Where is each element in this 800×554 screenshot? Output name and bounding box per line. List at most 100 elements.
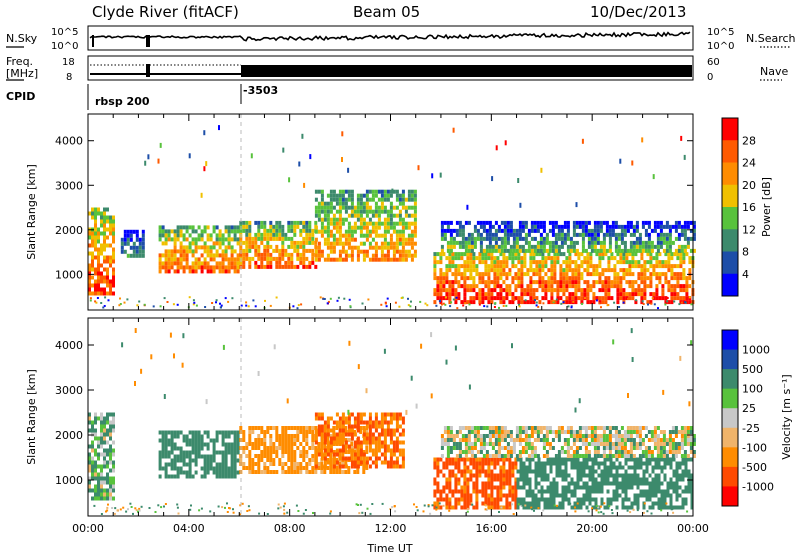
echo-cell-r5 bbox=[681, 477, 685, 482]
echo-cell-r3 bbox=[245, 240, 249, 245]
echo-cell-r6 bbox=[665, 240, 669, 245]
echo-cell-r6 bbox=[473, 438, 477, 442]
echo-cell-r0 bbox=[103, 452, 106, 457]
echo-cell-r4 bbox=[499, 465, 503, 470]
echo-cell-r5 bbox=[651, 469, 655, 474]
echo-cell-r5 bbox=[643, 280, 647, 285]
echo-cell-r6 bbox=[554, 220, 558, 225]
echo-cell-r6 bbox=[518, 224, 522, 229]
echo-cell-r5 bbox=[448, 252, 452, 257]
echo-cell-r5 bbox=[642, 493, 646, 498]
echo-cell-r2 bbox=[281, 470, 285, 474]
echo-cell-r6 bbox=[608, 248, 612, 253]
echo-cell-r3 bbox=[254, 220, 258, 225]
echo-cell-r5 bbox=[516, 497, 520, 502]
echo-cell-r5 bbox=[682, 296, 686, 301]
echo-cell-r5 bbox=[670, 272, 674, 277]
echo-cell-r3 bbox=[323, 456, 327, 461]
echo-cell-r5 bbox=[663, 489, 667, 494]
echo-cell-r6 bbox=[653, 430, 657, 434]
echo-cell-r5 bbox=[618, 465, 622, 470]
echo-cell-r6 bbox=[464, 454, 468, 458]
echo-cell-r1 bbox=[227, 442, 231, 447]
echo-cell-r1 bbox=[233, 466, 237, 471]
echo-cell-r5 bbox=[487, 292, 491, 297]
echo-cell-r0 bbox=[88, 211, 91, 216]
echo-cell-r3 bbox=[398, 416, 402, 421]
echo-cell-r5 bbox=[499, 288, 503, 293]
echo-cell-r6 bbox=[602, 454, 606, 458]
echo-cell-r1 bbox=[170, 442, 174, 447]
echo-cell-r6 bbox=[467, 450, 471, 454]
echo-cell-r6 bbox=[536, 430, 540, 434]
echo-cell-r6 bbox=[629, 240, 633, 245]
echo-cell-r1 bbox=[120, 249, 124, 254]
echo-cell-r4 bbox=[451, 469, 455, 474]
noise-cell bbox=[119, 297, 121, 300]
echo-cell-r2 bbox=[269, 442, 273, 446]
echo-cell-r3 bbox=[383, 432, 387, 437]
echo-cell-r4 bbox=[368, 217, 372, 222]
echo-cell-r4 bbox=[401, 257, 405, 262]
noise-cell bbox=[224, 297, 227, 300]
echo-cell-r0 bbox=[94, 452, 97, 457]
echo-cell-r0 bbox=[94, 428, 97, 433]
echo-cell-r5 bbox=[678, 485, 682, 490]
echo-cell-r3 bbox=[305, 236, 309, 241]
echo-cell-r0 bbox=[109, 424, 112, 429]
echo-cell-r1 bbox=[236, 458, 240, 463]
echo-cell-r0 bbox=[91, 464, 94, 469]
echo-cell-r6 bbox=[554, 224, 558, 229]
echo-cell-r5 bbox=[600, 461, 604, 466]
echo-cell-r5 bbox=[544, 264, 548, 269]
echo-cell-r2 bbox=[197, 257, 201, 262]
echo-cell-r6 bbox=[608, 446, 612, 450]
echo-cell-r6 bbox=[464, 248, 468, 253]
echo-cell-r3 bbox=[263, 244, 267, 249]
noise-cell bbox=[410, 300, 412, 303]
echo-cell-r4 bbox=[371, 209, 375, 214]
echo-cell-r5 bbox=[451, 260, 455, 265]
echo-cell-r5 bbox=[640, 288, 644, 293]
echo-cell-r0 bbox=[91, 444, 94, 449]
echo-cell-r3 bbox=[308, 220, 312, 225]
echo-cell-r5 bbox=[526, 272, 530, 277]
echo-cell-r5 bbox=[556, 288, 560, 293]
echo-cell-r4 bbox=[481, 465, 485, 470]
echo-cell-r0 bbox=[106, 215, 109, 220]
echo-cell-r3 bbox=[347, 456, 351, 461]
echo-cell-r5 bbox=[445, 288, 449, 293]
echo-cell-r2 bbox=[290, 438, 294, 442]
echo-cell-r6 bbox=[626, 220, 630, 225]
echo-cell-r0 bbox=[109, 263, 112, 268]
echo-cell-r3 bbox=[245, 244, 249, 249]
echo-cell-r3 bbox=[383, 428, 387, 433]
echo-cell-r6 bbox=[599, 248, 603, 253]
echo-cell-r1 bbox=[221, 458, 225, 463]
echo-cell-r3 bbox=[320, 424, 324, 429]
echo-cell-r2 bbox=[167, 237, 171, 242]
echo-cell-r4 bbox=[466, 489, 470, 494]
echo-cell-r5 bbox=[630, 465, 634, 470]
echo-cell-r5 bbox=[670, 296, 674, 301]
echo-cell-r1 bbox=[176, 434, 180, 439]
echo-cell-r0 bbox=[97, 476, 100, 481]
echo-cell-r0 bbox=[106, 420, 109, 425]
echo-cell-r1 bbox=[209, 466, 213, 471]
echo-cell-r6 bbox=[590, 244, 594, 249]
echo-cell-r1 bbox=[203, 454, 207, 459]
echo-cell-r0 bbox=[106, 275, 109, 280]
noise-cell bbox=[513, 299, 516, 301]
echo-cell-r5 bbox=[657, 489, 661, 494]
echo-cell-r2 bbox=[215, 237, 219, 242]
echo-cell-r3 bbox=[398, 464, 402, 469]
echo-cell-r6 bbox=[518, 450, 522, 454]
echo-cell-r1 bbox=[215, 462, 219, 467]
echo-cell-r5 bbox=[630, 457, 634, 462]
echo-cell-r6 bbox=[521, 248, 525, 253]
echo-cell-r5 bbox=[496, 276, 500, 281]
echo-cell-r2 bbox=[233, 249, 237, 254]
echo-cell-r5 bbox=[627, 473, 631, 478]
echo-cell-r6 bbox=[476, 232, 480, 237]
echo-cell-r6 bbox=[653, 224, 657, 229]
